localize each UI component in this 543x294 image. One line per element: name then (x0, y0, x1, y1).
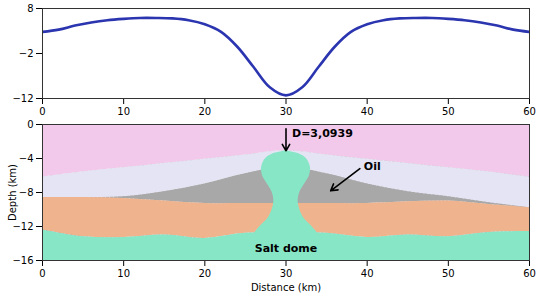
svg-text:Oil: Oil (364, 160, 381, 173)
svg-text:20: 20 (198, 268, 211, 279)
svg-text:60: 60 (523, 106, 536, 117)
svg-text:−12: −12 (12, 93, 33, 104)
svg-text:−2: −2 (19, 48, 34, 59)
svg-text:50: 50 (442, 268, 455, 279)
svg-text:−8: −8 (19, 187, 34, 198)
svg-text:−4: −4 (19, 153, 34, 164)
svg-text:0: 0 (39, 106, 45, 117)
svg-text:60: 60 (523, 268, 536, 279)
svg-text:Salt dome: Salt dome (255, 242, 318, 255)
svg-text:Distance (km): Distance (km) (251, 282, 321, 293)
svg-text:D=3,0939: D=3,0939 (292, 127, 353, 140)
svg-text:20: 20 (198, 106, 211, 117)
svg-text:10: 10 (117, 268, 130, 279)
svg-text:0: 0 (39, 268, 45, 279)
svg-text:Depth (km): Depth (km) (7, 164, 18, 221)
svg-text:50: 50 (442, 106, 455, 117)
svg-text:0: 0 (27, 119, 33, 130)
svg-text:10: 10 (117, 106, 130, 117)
svg-text:30: 30 (280, 268, 293, 279)
svg-text:40: 40 (361, 268, 374, 279)
svg-text:30: 30 (280, 106, 293, 117)
svg-text:40: 40 (361, 106, 374, 117)
svg-text:−16: −16 (12, 255, 33, 266)
svg-text:8: 8 (27, 3, 33, 14)
svg-text:−12: −12 (12, 221, 33, 232)
